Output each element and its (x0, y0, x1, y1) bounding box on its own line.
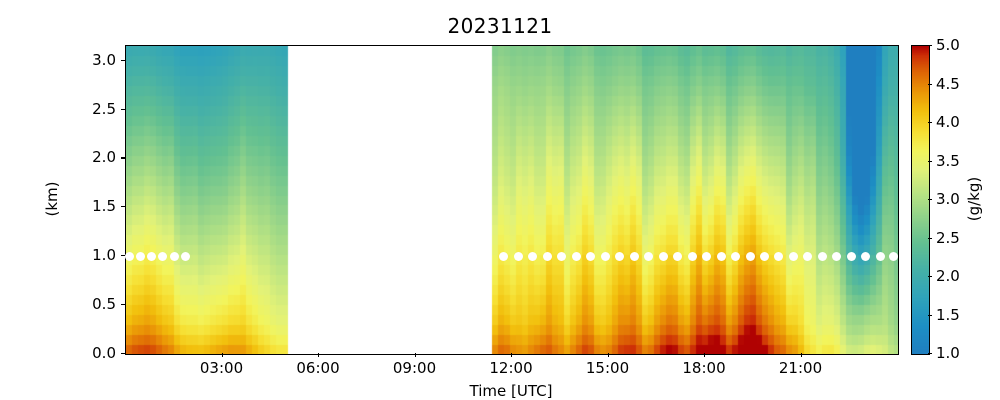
y-tick-mark (121, 255, 125, 257)
colorbar-tick-mark (928, 276, 932, 278)
heatmap-axes[interactable] (124, 45, 899, 355)
x-tick-label: 03:00 (199, 359, 244, 377)
x-tick-mark (511, 353, 513, 357)
y-axis-label: (km) (43, 181, 61, 217)
x-tick-label: 21:00 (778, 359, 823, 377)
colorbar-tick-mark (928, 199, 932, 201)
x-tick-label: 06:00 (296, 359, 340, 377)
page-title: 20231121 (447, 14, 553, 38)
colorbar-tick-mark (928, 122, 932, 124)
y-tick-label: 2.5 (92, 99, 116, 118)
colorbar-tick-mark (928, 160, 932, 162)
colorbar-tick-mark (928, 353, 932, 355)
x-tick-label: 12:00 (489, 359, 533, 377)
y-tick-label: 1.5 (92, 197, 116, 216)
y-tick-mark (121, 108, 125, 110)
colorbar-tick-label: 4.0 (936, 113, 960, 131)
y-tick-label: 0.5 (92, 295, 116, 314)
x-tick-mark (318, 353, 320, 357)
colorbar-tick-mark (928, 83, 932, 85)
colorbar-tick-label: 1.5 (936, 305, 960, 324)
x-tick-mark (221, 353, 223, 357)
x-tick-mark (800, 353, 802, 357)
colorbar-tick-label: 2.5 (936, 228, 960, 247)
y-tick-label: 2.0 (92, 148, 116, 167)
x-tick-label: 15:00 (585, 359, 630, 377)
y-tick-label: 3.0 (92, 50, 116, 69)
y-tick-mark (121, 353, 125, 355)
colorbar-tick-label: 2.0 (936, 267, 960, 285)
y-tick-mark (121, 59, 125, 61)
colorbar-tick-mark (928, 314, 932, 316)
colorbar-tick-label: 3.0 (936, 190, 960, 208)
x-axis-label: Time [UTC] (469, 382, 553, 400)
y-tick-mark (121, 304, 125, 306)
colorbar-tick-mark (928, 237, 932, 239)
x-tick-mark (607, 353, 609, 357)
colorbar-tick-label: 5.0 (936, 36, 960, 54)
y-tick-label: 1.0 (92, 246, 116, 265)
colorbar-tick-label: 4.5 (936, 74, 960, 93)
colorbar-tick-label: 1.0 (936, 344, 960, 362)
x-tick-mark (704, 353, 706, 357)
colorbar-tick-mark (928, 45, 932, 47)
colorbar-label: (g/kg) (965, 176, 983, 222)
x-tick-mark (414, 353, 416, 357)
colorbar-gradient (912, 46, 929, 354)
x-tick-label: 09:00 (392, 359, 437, 377)
x-tick-label: 18:00 (682, 359, 726, 377)
colorbar-tick-label: 3.5 (936, 151, 960, 170)
heatmap-image[interactable] (126, 46, 898, 354)
y-tick-label: 0.0 (92, 344, 116, 362)
y-tick-mark (121, 157, 125, 159)
y-tick-mark (121, 206, 125, 208)
